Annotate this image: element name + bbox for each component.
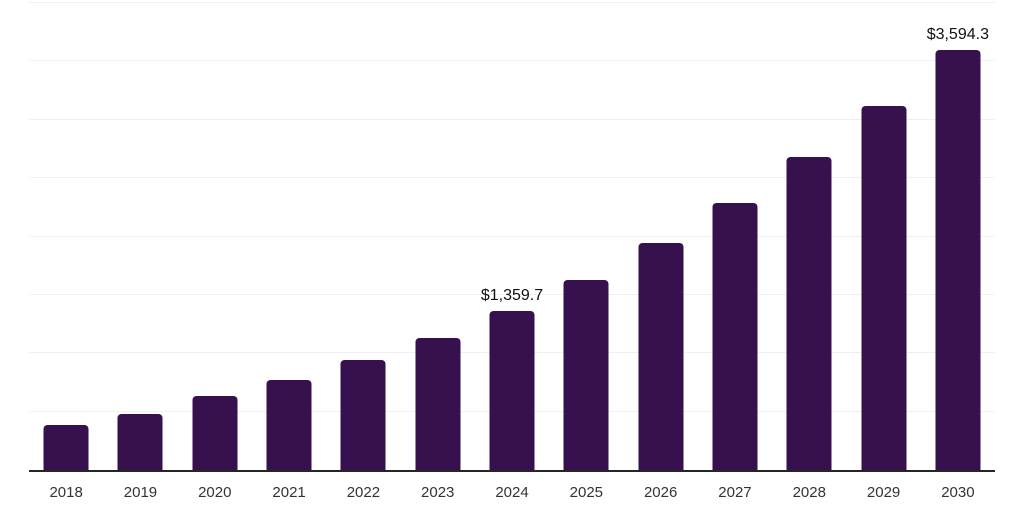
x-tick-2025: 2025	[569, 484, 604, 501]
bar-slot-2028	[772, 3, 846, 470]
bar-slot-2022	[326, 3, 400, 470]
x-tick-2030: 2030	[941, 484, 975, 501]
bar-slot-2030: $3,594.3	[921, 3, 995, 470]
bar-slot-2029	[846, 3, 920, 470]
bar-2024	[489, 311, 535, 470]
bar-2029	[861, 105, 907, 470]
x-tick-2027: 2027	[718, 484, 752, 501]
bar-slot-2019	[103, 3, 177, 470]
gridline-2500	[29, 177, 995, 179]
bar-slot-2020	[178, 3, 252, 470]
data-label-2024: $1,359.7	[480, 287, 544, 305]
bar-2027	[712, 203, 758, 470]
bar-2019	[117, 413, 163, 470]
bar-slot-2024: $1,359.7	[475, 3, 549, 470]
gridline-1500	[29, 293, 995, 295]
bar-2021	[266, 380, 312, 470]
x-tick-2019: 2019	[123, 484, 158, 501]
x-tick-2020: 2020	[198, 484, 232, 501]
x-axis: 2018 2019 2020 2021 2022 2023 2024 2025 2026 2027…	[29, 483, 995, 503]
x-tick-2024: 2024	[495, 484, 529, 501]
x-tick-2021: 2021	[272, 484, 306, 501]
bar-2026	[638, 243, 684, 470]
gridline-4000	[29, 2, 995, 3]
x-tick-2022: 2022	[346, 484, 381, 501]
bar-2030	[935, 50, 981, 470]
gridline-2000	[29, 235, 995, 237]
bar-slot-2021	[252, 3, 326, 470]
bar-2028	[786, 157, 832, 470]
bar-2020	[192, 395, 238, 470]
x-tick-2018: 2018	[49, 484, 83, 501]
x-tick-2029: 2029	[866, 484, 901, 501]
bar-2022	[340, 359, 386, 470]
gridline-3500	[29, 60, 995, 62]
bar-slot-2023	[401, 3, 475, 470]
x-tick-2026: 2026	[643, 484, 678, 501]
bar-2018	[43, 425, 89, 470]
data-label-2030: $3,594.3	[926, 26, 989, 44]
gridline-3000	[29, 118, 995, 120]
bar-2025	[563, 279, 609, 470]
bar-slot-2026	[623, 3, 697, 470]
bar-slot-2018	[29, 3, 103, 470]
x-tick-2028: 2028	[792, 484, 826, 501]
bar-2023	[415, 338, 461, 470]
bar-slot-2025	[549, 3, 623, 470]
plot-area: $1,359.7 $3,594.3	[29, 2, 995, 472]
x-tick-2023: 2023	[421, 484, 455, 501]
bar-slot-2027	[698, 3, 772, 470]
